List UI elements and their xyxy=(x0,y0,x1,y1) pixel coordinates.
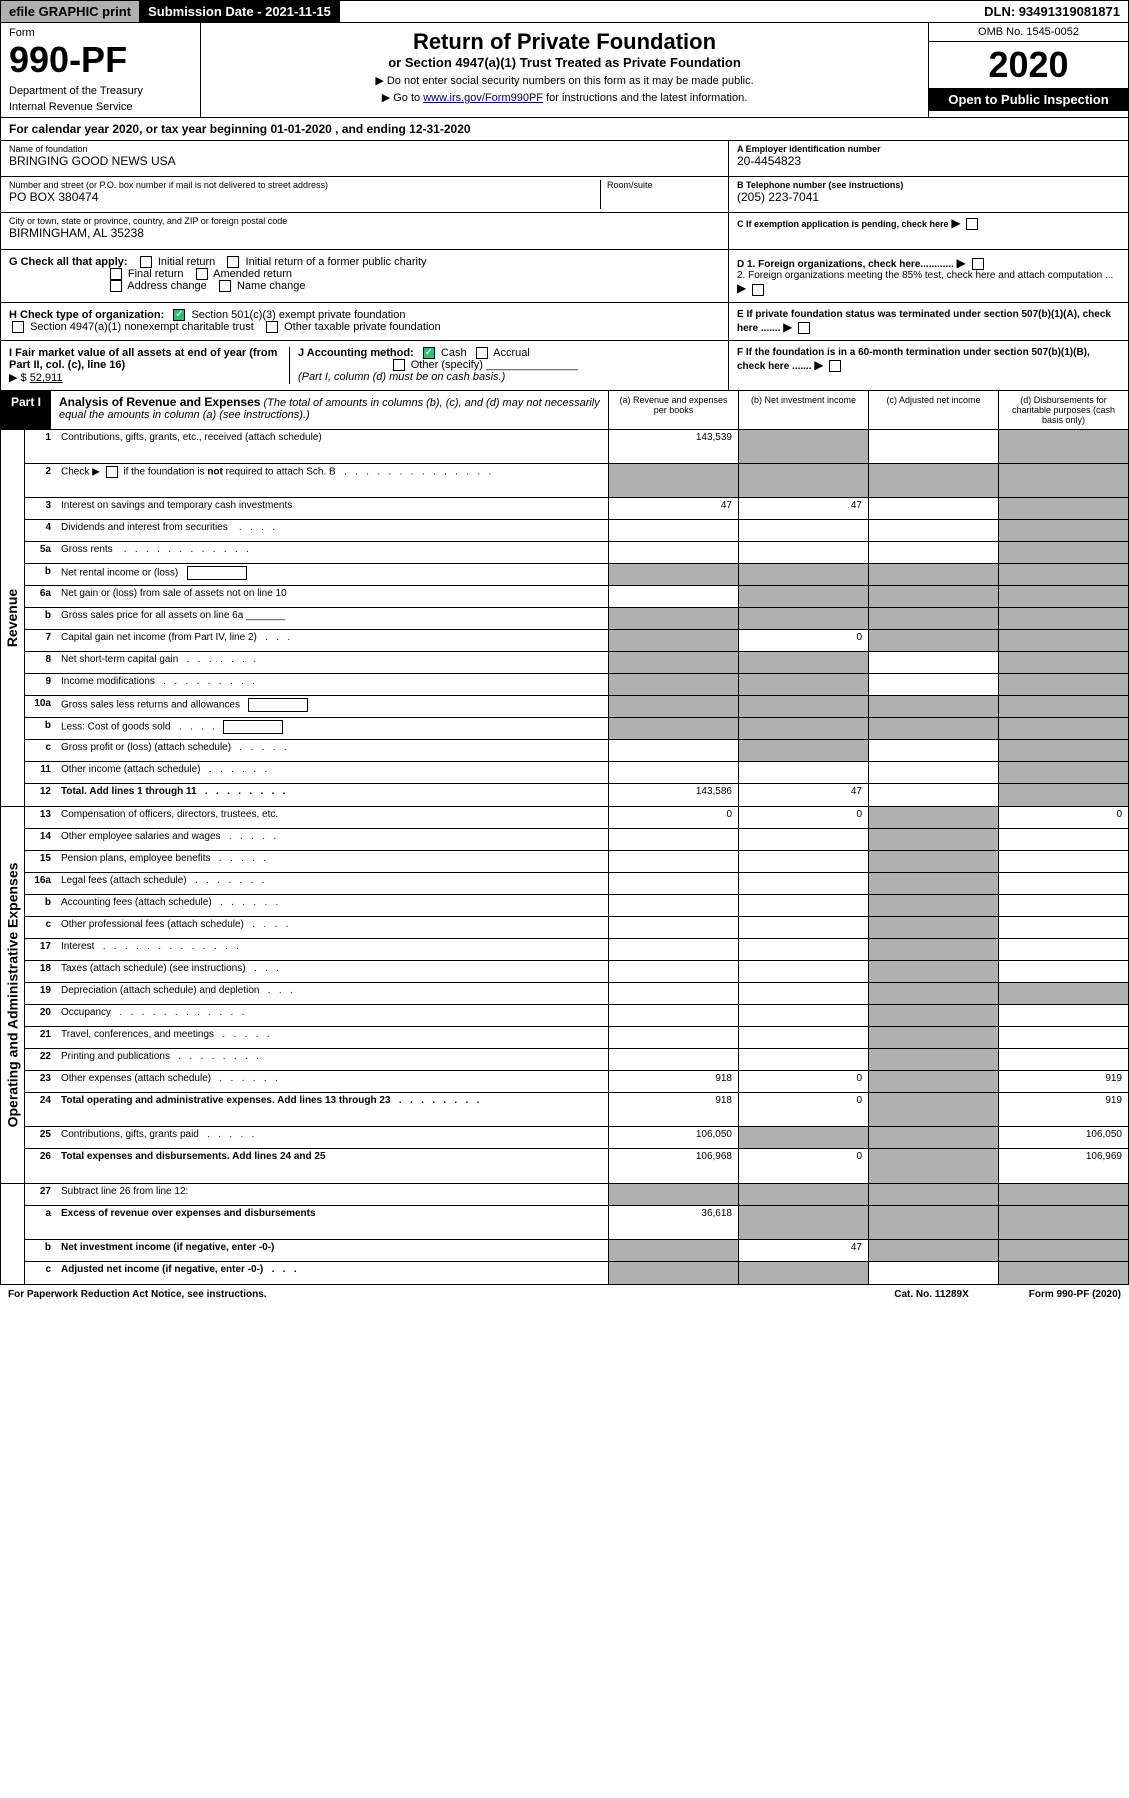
city-label: City or town, state or province, country… xyxy=(9,216,720,226)
city-state-zip: BIRMINGHAM, AL 35238 xyxy=(9,226,720,240)
cash-cb[interactable] xyxy=(423,347,435,359)
4947-cb[interactable] xyxy=(12,321,24,333)
ein-value: 20-4454823 xyxy=(737,154,1120,168)
ein-label: A Employer identification number xyxy=(737,144,1120,154)
j-note: (Part I, column (d) must be on cash basi… xyxy=(298,371,505,383)
initial-former-cb[interactable] xyxy=(227,256,239,268)
check-section-3: I Fair market value of all assets at end… xyxy=(0,341,1129,391)
f-checkbox[interactable] xyxy=(829,360,841,372)
501c3-cb[interactable] xyxy=(173,309,185,321)
submission-date: Submission Date - 2021-11-15 xyxy=(140,1,340,22)
entity-info: Name of foundation BRINGING GOOD NEWS US… xyxy=(0,141,1129,250)
tax-year: 2020 xyxy=(929,42,1128,88)
col-a-hdr: (a) Revenue and expenses per books xyxy=(608,391,738,429)
form-subtitle: or Section 4947(a)(1) Trust Treated as P… xyxy=(207,55,922,70)
e-checkbox[interactable] xyxy=(798,322,810,334)
efile-button[interactable]: efile GRAPHIC print xyxy=(1,1,140,22)
i-label: I Fair market value of all assets at end… xyxy=(9,347,277,371)
part1-header: Part I Analysis of Revenue and Expenses … xyxy=(0,391,1129,430)
form-header: Form 990-PF Department of the Treasury I… xyxy=(0,23,1129,118)
check-section-2: H Check type of organization: Section 50… xyxy=(0,303,1129,341)
other-taxable-cb[interactable] xyxy=(266,321,278,333)
schb-cb[interactable] xyxy=(106,466,118,478)
h-label: H Check type of organization: xyxy=(9,309,164,321)
open-public: Open to Public Inspection xyxy=(929,88,1128,111)
e-label: E If private foundation status was termi… xyxy=(737,309,1111,334)
j-label: J Accounting method: xyxy=(298,347,414,359)
accrual-cb[interactable] xyxy=(476,347,488,359)
i-value: 52,911 xyxy=(30,372,63,384)
g-label: G Check all that apply: xyxy=(9,256,128,268)
omb-number: OMB No. 1545-0052 xyxy=(929,23,1128,42)
col-c-hdr: (c) Adjusted net income xyxy=(868,391,998,429)
part1-label: Part I xyxy=(1,391,51,429)
revenue-sidelabel: Revenue xyxy=(1,430,25,806)
tel-label: B Telephone number (see instructions) xyxy=(737,180,1120,190)
form-label: Form xyxy=(9,27,192,39)
amended-cb[interactable] xyxy=(196,268,208,280)
initial-return-cb[interactable] xyxy=(140,256,152,268)
page-footer: For Paperwork Reduction Act Notice, see … xyxy=(0,1285,1129,1304)
dept-treasury: Department of the Treasury xyxy=(9,85,192,97)
expenses-sidelabel: Operating and Administrative Expenses xyxy=(1,807,25,1183)
part1-title: Analysis of Revenue and Expenses xyxy=(59,395,260,409)
expenses-table: Operating and Administrative Expenses 13… xyxy=(0,807,1129,1184)
cat-no: Cat. No. 11289X xyxy=(894,1289,968,1300)
c-checkbox[interactable] xyxy=(966,218,978,230)
name-change-cb[interactable] xyxy=(219,280,231,292)
final-return-cb[interactable] xyxy=(110,268,122,280)
d1-label: D 1. Foreign organizations, check here..… xyxy=(737,259,954,270)
dln-number: DLN: 93491319081871 xyxy=(976,1,1128,22)
note-ssn: ▶ Do not enter social security numbers o… xyxy=(207,74,922,87)
col-d-hdr: (d) Disbursements for charitable purpose… xyxy=(998,391,1128,429)
d2-label: 2. Foreign organizations meeting the 85%… xyxy=(737,270,1113,281)
top-bar: efile GRAPHIC print Submission Date - 20… xyxy=(0,0,1129,23)
other-spec-cb[interactable] xyxy=(393,359,405,371)
revenue-table: Revenue 1Contributions, gifts, grants, e… xyxy=(0,430,1129,807)
irs-label: Internal Revenue Service xyxy=(9,101,192,113)
arrow-icon: ▶ xyxy=(951,216,960,230)
foundation-name: BRINGING GOOD NEWS USA xyxy=(9,154,720,168)
note-link: ▶ Go to www.irs.gov/Form990PF for instru… xyxy=(207,91,922,104)
col-b-hdr: (b) Net investment income xyxy=(738,391,868,429)
calendar-year: For calendar year 2020, or tax year begi… xyxy=(0,118,1129,141)
instructions-link[interactable]: www.irs.gov/Form990PF xyxy=(423,92,543,104)
tel-value: (205) 223-7041 xyxy=(737,190,1120,204)
d2-checkbox[interactable] xyxy=(752,284,764,296)
summary-table: 27Subtract line 26 from line 12: aExcess… xyxy=(0,1184,1129,1285)
d1-checkbox[interactable] xyxy=(972,258,984,270)
address: PO BOX 380474 xyxy=(9,190,600,204)
room-label: Room/suite xyxy=(607,180,720,190)
addr-label: Number and street (or P.O. box number if… xyxy=(9,180,600,190)
paperwork-notice: For Paperwork Reduction Act Notice, see … xyxy=(8,1289,267,1300)
form-number: 990-PF xyxy=(9,39,192,81)
form-ref: Form 990-PF (2020) xyxy=(1029,1289,1121,1300)
addr-change-cb[interactable] xyxy=(110,280,122,292)
check-section-1: G Check all that apply: Initial return I… xyxy=(0,250,1129,303)
form-title: Return of Private Foundation xyxy=(207,29,922,55)
name-label: Name of foundation xyxy=(9,144,720,154)
f-label: F If the foundation is in a 60-month ter… xyxy=(737,347,1090,372)
c-label: C If exemption application is pending, c… xyxy=(737,219,949,229)
